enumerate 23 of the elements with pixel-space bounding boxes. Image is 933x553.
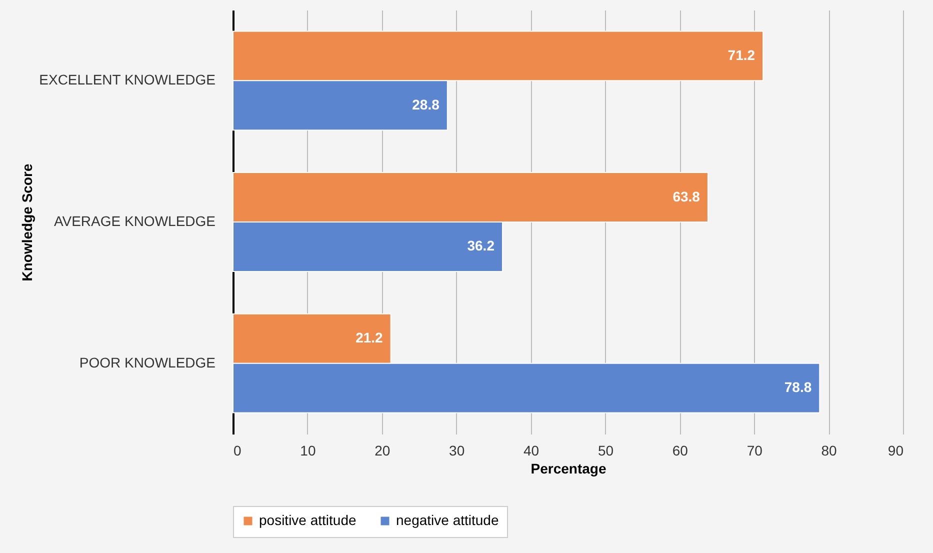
data-label: 78.8 [784,379,812,396]
data-label: 71.2 [728,46,756,63]
x-tick-label: 0 [234,442,242,458]
data-label: 63.8 [672,188,700,204]
x-tick-label: 70 [746,442,763,458]
x-tick-label: 50 [598,442,614,458]
y-axis-title: Knowledge Score [18,164,35,282]
x-tick-label: 10 [300,442,316,458]
x-axis-title: Percentage [530,460,606,476]
y-tick-label: EXCELLENT KNOWLEDGE [39,72,216,88]
legend-label: negative attitude [396,512,499,528]
x-tick-label: 90 [888,442,904,458]
x-tick-label: 30 [449,442,465,458]
data-label: 28.8 [412,96,440,112]
x-tick-label: 80 [821,442,838,458]
x-tick-label: 40 [523,442,540,458]
data-label: 21.2 [356,330,384,346]
data-label: 36.2 [467,238,495,254]
y-tick-label: AVERAGE KNOWLEDGE [54,213,216,229]
legend-label: positive attitude [259,512,356,528]
x-tick-label: 60 [672,442,688,458]
y-tick-label: POOR KNOWLEDGE [79,354,216,370]
x-tick-label: 20 [374,442,390,458]
